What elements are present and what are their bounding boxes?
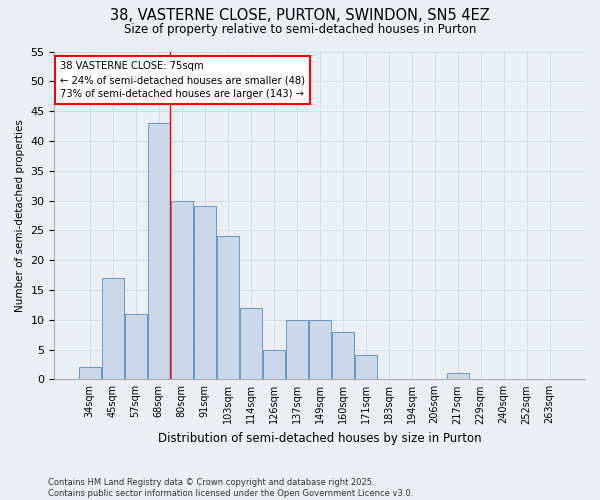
Bar: [217, 236, 239, 380]
Text: 38, VASTERNE CLOSE, PURTON, SWINDON, SN5 4EZ: 38, VASTERNE CLOSE, PURTON, SWINDON, SN5…: [110, 8, 490, 22]
Bar: [263, 350, 285, 380]
Bar: [286, 320, 308, 380]
Bar: [239, 308, 262, 380]
X-axis label: Distribution of semi-detached houses by size in Purton: Distribution of semi-detached houses by …: [158, 432, 482, 445]
Text: 38 VASTERNE CLOSE: 75sqm
← 24% of semi-detached houses are smaller (48)
73% of s: 38 VASTERNE CLOSE: 75sqm ← 24% of semi-d…: [60, 62, 305, 100]
Text: Size of property relative to semi-detached houses in Purton: Size of property relative to semi-detach…: [124, 22, 476, 36]
Bar: [79, 368, 101, 380]
Bar: [148, 123, 170, 380]
Bar: [308, 320, 331, 380]
Bar: [194, 206, 216, 380]
Bar: [446, 374, 469, 380]
Text: Contains HM Land Registry data © Crown copyright and database right 2025.
Contai: Contains HM Land Registry data © Crown c…: [48, 478, 413, 498]
Bar: [101, 278, 124, 380]
Y-axis label: Number of semi-detached properties: Number of semi-detached properties: [15, 119, 25, 312]
Bar: [355, 356, 377, 380]
Bar: [332, 332, 354, 380]
Bar: [125, 314, 147, 380]
Bar: [170, 200, 193, 380]
